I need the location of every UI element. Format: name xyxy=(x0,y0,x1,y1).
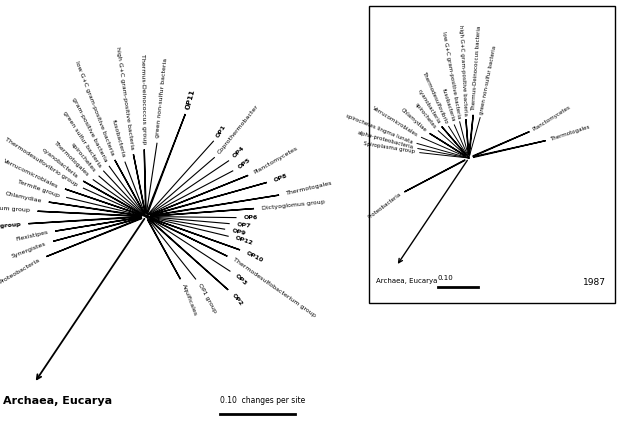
Polygon shape xyxy=(134,154,145,213)
Polygon shape xyxy=(151,195,279,216)
Text: Thermodesulfovibrio: Thermodesulfovibrio xyxy=(421,71,449,124)
Text: OP10: OP10 xyxy=(245,250,265,263)
Text: Spiroplasma group: Spiroplasma group xyxy=(363,142,415,155)
Text: green sulfur bacteria: green sulfur bacteria xyxy=(61,110,102,168)
Text: Proteobacteria: Proteobacteria xyxy=(0,257,41,284)
Polygon shape xyxy=(473,132,530,156)
Polygon shape xyxy=(144,149,146,213)
Text: Verrucomicrobiales: Verrucomicrobiales xyxy=(3,158,60,189)
Text: gram-positive bacteria: gram-positive bacteria xyxy=(71,97,108,163)
Text: OP7: OP7 xyxy=(236,222,251,229)
Text: OP6: OP6 xyxy=(243,215,258,220)
Polygon shape xyxy=(430,133,465,156)
Polygon shape xyxy=(55,217,141,231)
Text: 0.10  changes per site: 0.10 changes per site xyxy=(220,396,306,405)
Text: OP5: OP5 xyxy=(237,157,252,170)
Text: Chlamydiae: Chlamydiae xyxy=(4,191,42,204)
Text: OP3: OP3 xyxy=(233,273,248,286)
Polygon shape xyxy=(150,175,248,215)
FancyBboxPatch shape xyxy=(369,6,615,303)
Text: high G+C gram-positive bacteria: high G+C gram-positive bacteria xyxy=(458,25,468,116)
Text: Dictyoglomus group: Dictyoglomus group xyxy=(261,199,325,210)
Polygon shape xyxy=(47,218,142,256)
Polygon shape xyxy=(29,216,141,224)
Text: Proteobacteria: Proteobacteria xyxy=(367,192,402,220)
Text: Archaea, Eucarya: Archaea, Eucarya xyxy=(3,396,112,406)
Text: Chlamydiae: Chlamydiae xyxy=(400,107,428,133)
Polygon shape xyxy=(148,220,181,279)
Polygon shape xyxy=(473,141,546,157)
Text: Coprothermobacter: Coprothermobacter xyxy=(217,104,260,155)
Text: green non-sulfur bacteria: green non-sulfur bacteria xyxy=(155,58,169,139)
Polygon shape xyxy=(150,218,240,250)
Text: Verrucomicrobiales: Verrucomicrobiales xyxy=(371,106,419,138)
Polygon shape xyxy=(404,160,465,192)
Text: Nitrospira group: Nitrospira group xyxy=(0,222,21,232)
Text: Termite group: Termite group xyxy=(17,179,60,198)
Text: Archaea, Eucarya: Archaea, Eucarya xyxy=(376,278,437,284)
Text: spirochetes lingma lunata: spirochetes lingma lunata xyxy=(345,113,414,145)
Text: Planctomycetes: Planctomycetes xyxy=(532,104,572,132)
Text: high G+C gram-positive bacteria: high G+C gram-positive bacteria xyxy=(116,46,135,149)
Text: Synergistes: Synergistes xyxy=(11,241,47,259)
Polygon shape xyxy=(151,209,254,216)
Text: alpha-proteobacteria: alpha-proteobacteria xyxy=(356,130,414,150)
Polygon shape xyxy=(37,211,141,216)
Text: Thermus-Deinococcus group: Thermus-Deinococcus group xyxy=(140,54,147,144)
Polygon shape xyxy=(53,217,142,241)
Polygon shape xyxy=(83,181,142,214)
Polygon shape xyxy=(150,218,227,256)
Text: OP1 group: OP1 group xyxy=(197,282,217,313)
Polygon shape xyxy=(149,219,228,290)
Text: low G+C gram-positive bacteria: low G+C gram-positive bacteria xyxy=(441,31,461,119)
Text: OP12: OP12 xyxy=(234,236,253,246)
Polygon shape xyxy=(442,126,466,155)
Text: 0.10: 0.10 xyxy=(438,275,453,281)
Text: fusobacteria: fusobacteria xyxy=(440,88,455,123)
Text: spirochetes: spirochetes xyxy=(414,102,437,129)
Text: Flexistipes: Flexistipes xyxy=(15,230,48,242)
Polygon shape xyxy=(48,202,141,216)
Text: Thermodesulfobacterium group: Thermodesulfobacterium group xyxy=(232,257,317,319)
Polygon shape xyxy=(115,160,144,213)
Polygon shape xyxy=(150,182,267,215)
Text: Acidobacterium group: Acidobacterium group xyxy=(0,204,30,213)
Polygon shape xyxy=(469,115,473,155)
Text: Aquificales: Aquificales xyxy=(181,283,197,317)
Text: cyanobacteria: cyanobacteria xyxy=(41,148,79,180)
Text: Thermodesulfovibrio group: Thermodesulfovibrio group xyxy=(4,137,78,187)
Text: low G+C gram-positive bacteria: low G+C gram-positive bacteria xyxy=(74,60,114,156)
Text: Thermotogales: Thermotogales xyxy=(286,181,333,196)
Text: 1987: 1987 xyxy=(582,278,605,287)
Text: OP8: OP8 xyxy=(273,173,288,183)
Polygon shape xyxy=(466,119,469,155)
Text: OP2: OP2 xyxy=(231,292,243,307)
Polygon shape xyxy=(65,189,142,215)
Text: Thermotogales: Thermotogales xyxy=(550,124,591,142)
Text: OP9: OP9 xyxy=(231,228,247,236)
Text: spirochetes: spirochetes xyxy=(70,142,96,174)
Text: Thermotogales: Thermotogales xyxy=(53,141,90,178)
Polygon shape xyxy=(147,114,185,213)
Text: green non-sulfur bacteria: green non-sulfur bacteria xyxy=(479,45,497,115)
Text: OP4: OP4 xyxy=(232,145,246,159)
Text: OP1: OP1 xyxy=(215,123,227,138)
Text: OP11: OP11 xyxy=(184,88,196,110)
Text: cyanobacteria: cyanobacteria xyxy=(417,88,442,125)
Text: Planctomycetes: Planctomycetes xyxy=(253,145,299,175)
Text: Thermus-Deinococcus bacteria: Thermus-Deinococcus bacteria xyxy=(471,26,482,112)
Text: fusobacteria: fusobacteria xyxy=(111,119,125,158)
